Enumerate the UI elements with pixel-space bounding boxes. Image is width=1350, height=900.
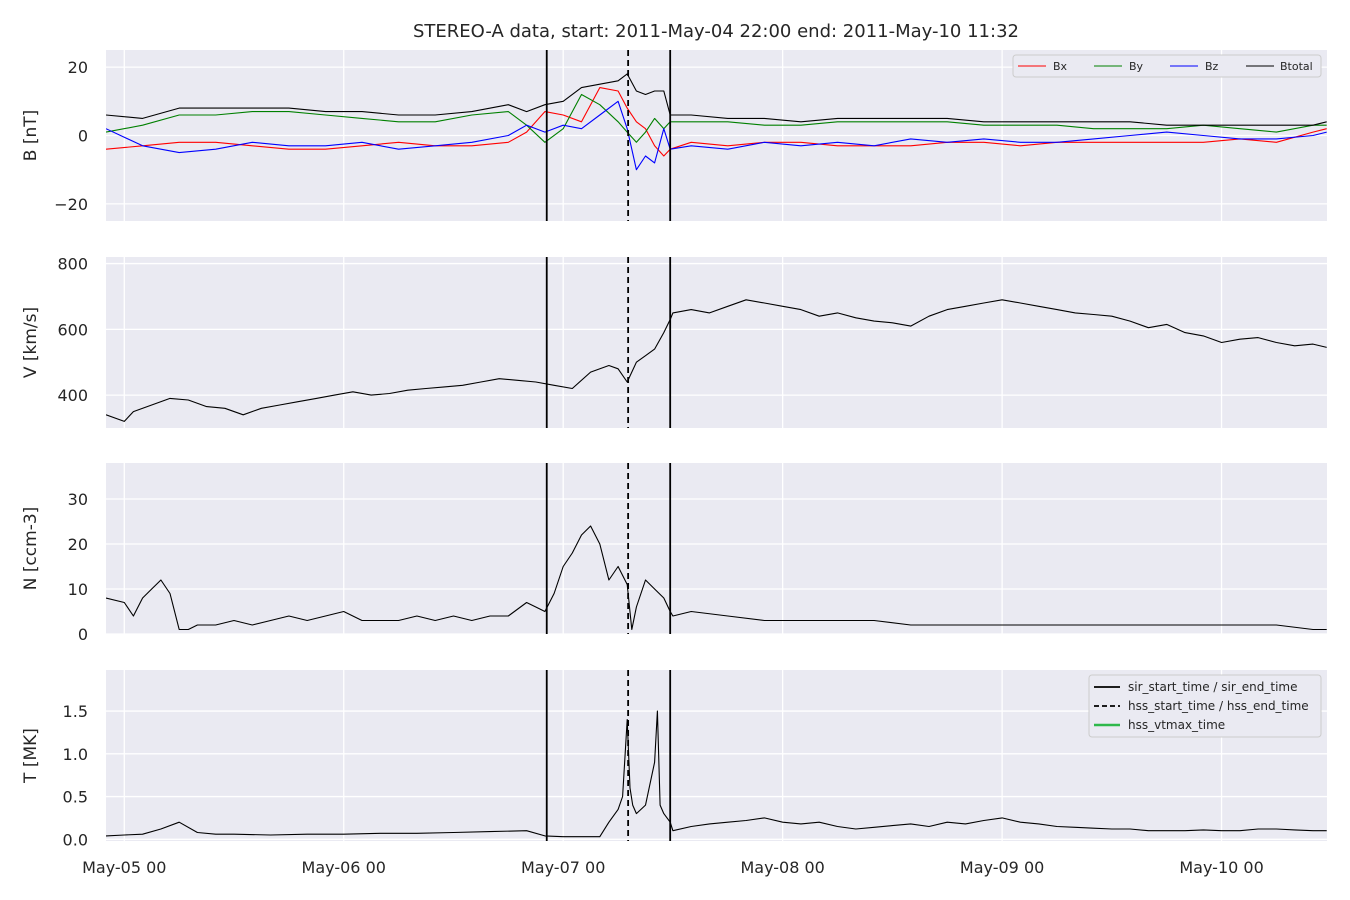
x-tick-label: May-06 00 bbox=[302, 858, 386, 877]
legend-box bbox=[1012, 54, 1322, 78]
density-panel: N [ccm-3] 30 20 10 0 bbox=[21, 463, 1327, 644]
y-tick-label: 0 bbox=[78, 625, 88, 644]
y-tick-label: 10 bbox=[68, 580, 88, 599]
series-group bbox=[106, 299, 1327, 422]
x-tick-label: May-05 00 bbox=[82, 858, 166, 877]
plot-background bbox=[106, 463, 1327, 634]
y-tick-label: 0.5 bbox=[63, 788, 88, 807]
series-line-velocity bbox=[106, 299, 1327, 422]
x-tick-label: May-09 00 bbox=[960, 858, 1044, 877]
y-axis-label: N [ccm-3] bbox=[21, 507, 41, 591]
series-line-density bbox=[106, 525, 1327, 631]
series-line-btotal bbox=[106, 73, 1327, 126]
series-line-bz bbox=[106, 100, 1327, 171]
y-tick-label: 30 bbox=[68, 490, 88, 509]
y-tick-label: 600 bbox=[57, 320, 88, 339]
series-line-by bbox=[106, 93, 1327, 143]
y-tick-label: 1.5 bbox=[63, 702, 88, 721]
legend-box bbox=[1088, 674, 1322, 738]
plot-background bbox=[106, 257, 1327, 428]
series-line-bx bbox=[106, 87, 1327, 157]
magnetic-field-panel: B [nT] 20 0 −20 bbox=[21, 50, 1327, 221]
chart-title: STEREO-A data, start: 2011-May-04 22:00 … bbox=[413, 21, 1019, 42]
y-axis-label: B [nT] bbox=[21, 110, 41, 162]
y-axis-label: V [km/s] bbox=[21, 307, 41, 378]
y-tick-label: 0 bbox=[78, 127, 88, 146]
legend-label-sir: sir_start_time / sir_end_time bbox=[1128, 680, 1298, 694]
y-tick-label: 400 bbox=[57, 386, 88, 405]
series-group bbox=[106, 525, 1327, 631]
legend-label-bz: Bz bbox=[1205, 60, 1219, 73]
legend-label-btotal: Btotal bbox=[1280, 60, 1313, 73]
b-field-legend: Bx By Bz Btotal bbox=[1012, 54, 1322, 78]
x-tick-label: May-08 00 bbox=[740, 858, 824, 877]
event-legend: sir_start_time / sir_end_time hss_start_… bbox=[1088, 674, 1322, 738]
legend-label-vtmax: hss_vtmax_time bbox=[1128, 718, 1225, 732]
y-tick-label: 800 bbox=[57, 255, 88, 274]
legend-label-bx: Bx bbox=[1053, 60, 1068, 73]
velocity-panel: V [km/s] 800 600 400 bbox=[21, 255, 1327, 428]
y-tick-label: 1.0 bbox=[63, 745, 88, 764]
y-tick-label: 20 bbox=[68, 535, 88, 554]
legend-label-hss: hss_start_time / hss_end_time bbox=[1128, 699, 1309, 713]
y-tick-label: 20 bbox=[68, 58, 88, 77]
legend-label-by: By bbox=[1129, 60, 1144, 73]
y-axis-label: T [MK] bbox=[21, 728, 41, 784]
x-tick-label: May-07 00 bbox=[521, 858, 605, 877]
x-tick-label: May-10 00 bbox=[1179, 858, 1263, 877]
series-group bbox=[106, 710, 1327, 838]
series-group bbox=[106, 73, 1327, 171]
y-tick-label: 0.0 bbox=[63, 830, 88, 849]
y-tick-label: −20 bbox=[54, 195, 88, 214]
series-line-temperature bbox=[106, 710, 1327, 838]
